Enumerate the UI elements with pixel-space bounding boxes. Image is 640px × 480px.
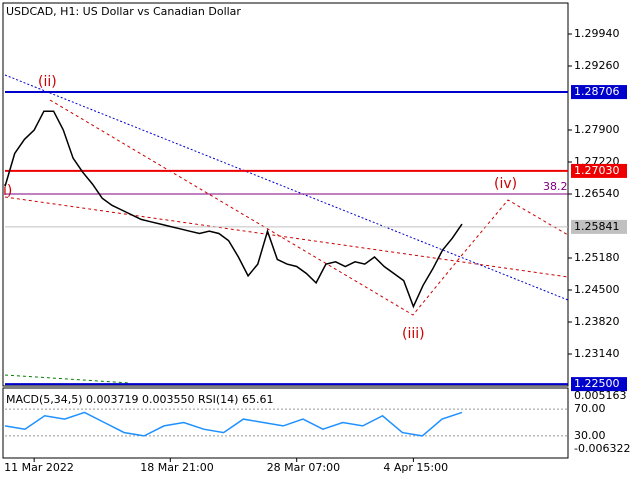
price-line bbox=[4, 110, 463, 309]
wave-path bbox=[49, 99, 569, 316]
trend-line bbox=[4, 74, 569, 301]
indicator-scale: -0.006322 bbox=[574, 442, 630, 455]
level-tag bbox=[571, 85, 627, 100]
y-tick-label: 1.29940 bbox=[574, 27, 620, 40]
level-label: 1.28706 bbox=[574, 85, 620, 98]
level-tag bbox=[571, 377, 627, 392]
y-tick-label: 1.24500 bbox=[574, 283, 620, 296]
y-tick-label: 1.27900 bbox=[574, 123, 620, 136]
y-tick-label: 1.23140 bbox=[574, 347, 620, 360]
indicator-tick-label: 70.00 bbox=[574, 402, 606, 415]
y-tick-label: 1.25180 bbox=[574, 251, 620, 264]
x-tick-label: 4 Apr 15:00 bbox=[383, 461, 448, 474]
indicator-frame bbox=[2, 387, 569, 459]
y-tick-label: 1.26540 bbox=[574, 187, 620, 200]
x-tick-label: 18 Mar 21:00 bbox=[140, 461, 213, 474]
level-tag bbox=[571, 219, 627, 234]
y-tick-label: 1.23820 bbox=[574, 315, 620, 328]
header: USDCAD, H1: US Dollar vs Canadian Dollar bbox=[6, 5, 241, 18]
main-frame bbox=[2, 2, 569, 387]
x-tick-label: 11 Mar 2022 bbox=[4, 461, 74, 474]
fib-label: 38.2 bbox=[543, 180, 568, 193]
level-tag bbox=[571, 163, 627, 178]
level-label: 1.25841 bbox=[574, 220, 620, 233]
wave-label: (iv) bbox=[494, 176, 517, 192]
rsi-line bbox=[4, 411, 463, 437]
level-label: 1.22500 bbox=[574, 377, 620, 390]
indicator-scale: 0.005163 bbox=[574, 389, 627, 402]
x-tick-label: 28 Mar 07:00 bbox=[267, 461, 340, 474]
indicator-tick-label: 30.00 bbox=[574, 429, 606, 442]
wave-label: (ii) bbox=[38, 74, 57, 90]
trend-line bbox=[4, 196, 569, 278]
wave-label: (iii) bbox=[402, 326, 425, 342]
level-label: 1.27030 bbox=[574, 164, 620, 177]
trend-line bbox=[4, 374, 131, 384]
indicator-title: MACD(5,34,5) 0.003719 0.003550 RSI(14) 6… bbox=[6, 393, 273, 406]
y-tick-label: 1.29260 bbox=[574, 59, 620, 72]
wave-label: i) bbox=[3, 183, 12, 199]
